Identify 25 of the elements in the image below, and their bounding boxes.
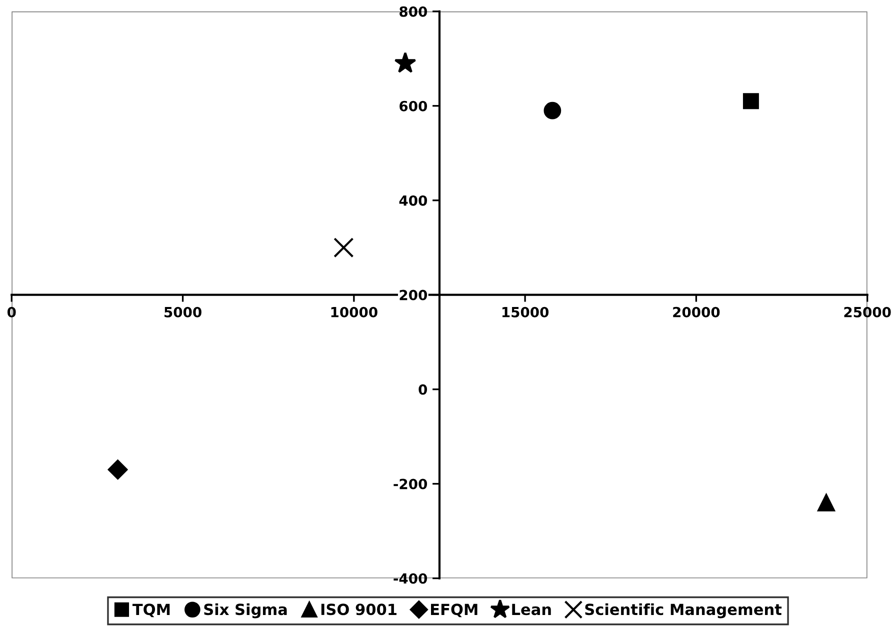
y-tick-label: 800	[400, 6, 428, 17]
y-tick-label: 200	[400, 290, 428, 300]
point	[544, 102, 562, 120]
y-tick-label: 0	[418, 384, 428, 395]
legend-label: ISO 9001	[321, 604, 396, 616]
y-tick-label: -200	[394, 478, 428, 490]
point	[334, 238, 354, 258]
x-tick-label: 5000	[164, 306, 202, 318]
point	[394, 52, 416, 73]
y-tick-label: 600	[400, 100, 428, 112]
legend-label: EFQM	[431, 604, 478, 618]
x-tick-label: 10000	[331, 306, 378, 318]
point	[108, 460, 128, 480]
point	[742, 93, 759, 110]
y-tick-label: -400	[394, 573, 428, 584]
x-tick-label: 15000	[502, 306, 549, 318]
legend-label: TQM	[132, 604, 170, 618]
legend-label: Lean	[512, 604, 551, 616]
legend-label: Scientific Management	[585, 603, 782, 618]
x-tick-label: 25000	[844, 306, 891, 318]
y-tick-label: 400	[399, 195, 428, 206]
point	[818, 494, 835, 512]
x-tick-label: 0	[7, 306, 16, 318]
legend-label: Six Sigma	[204, 603, 287, 618]
x-tick-label: 20000	[673, 306, 720, 318]
